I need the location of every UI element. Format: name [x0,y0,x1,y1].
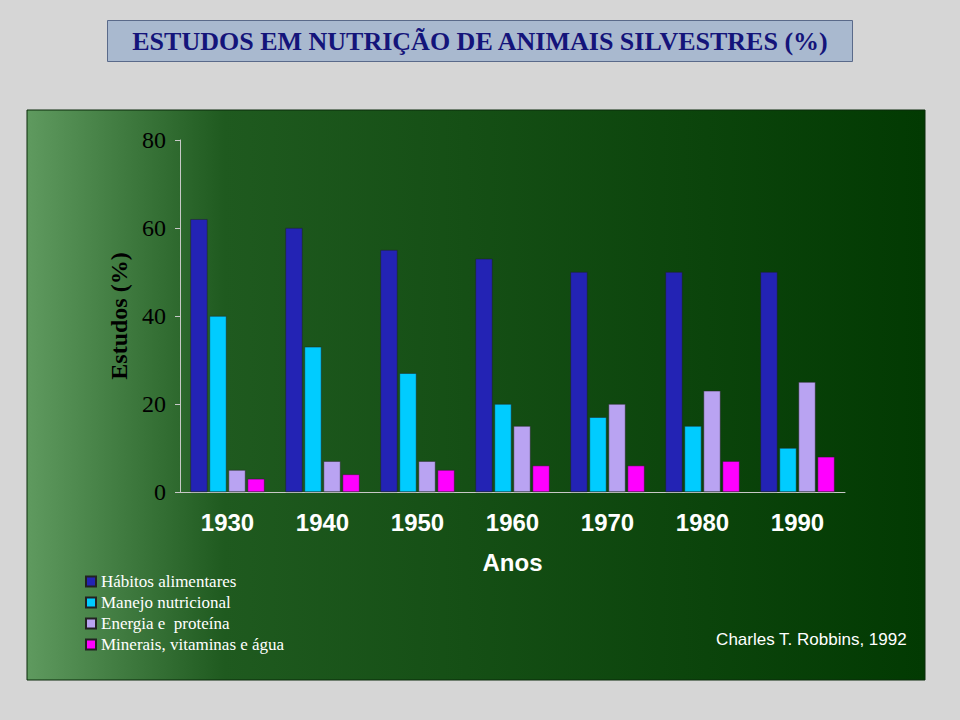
svg-text:40: 40 [142,303,166,329]
svg-text:Manejo nutricional: Manejo nutricional [101,593,231,612]
svg-text:1950: 1950 [391,509,444,536]
svg-text:0: 0 [154,479,166,505]
svg-text:80: 80 [142,127,166,153]
svg-text:1930: 1930 [201,509,254,536]
svg-text:1940: 1940 [296,509,349,536]
svg-text:ESTUDOS EM NUTRIÇÃO DE ANIMAIS: ESTUDOS EM NUTRIÇÃO DE ANIMAIS SILVESTRE… [132,27,827,56]
svg-text:Minerais, vitaminas e água: Minerais, vitaminas e água [101,635,285,654]
svg-text:1970: 1970 [581,509,634,536]
svg-text:Anos: Anos [483,549,543,576]
svg-text:60: 60 [142,215,166,241]
svg-text:Hábitos alimentares: Hábitos alimentares [101,572,237,591]
svg-text:1960: 1960 [486,509,539,536]
svg-text:1990: 1990 [771,509,824,536]
svg-text:20: 20 [142,391,166,417]
svg-text:1980: 1980 [676,509,729,536]
svg-text:Energia e proteína: Energia e proteína [101,614,230,633]
svg-text:Charles T. Robbins, 1992: Charles T. Robbins, 1992 [716,630,907,649]
svg-text:Estudos (%): Estudos (%) [106,252,132,379]
